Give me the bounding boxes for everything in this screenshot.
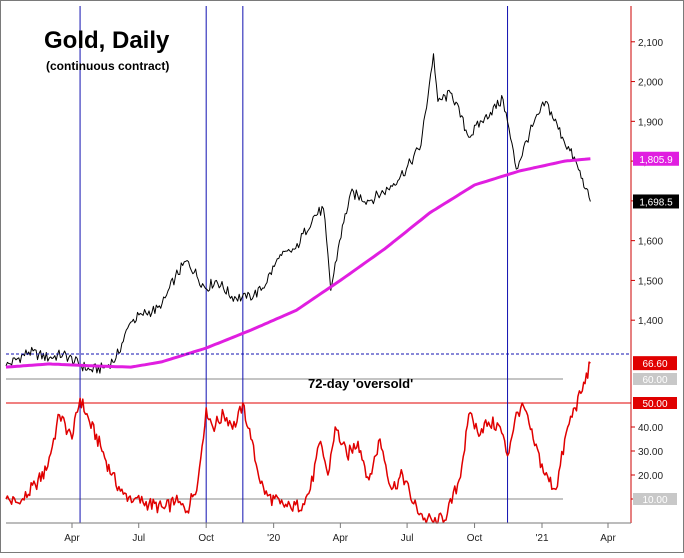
x-tick-label: '20 [267,533,280,544]
osc-ref-flag-label: 60.00 [642,375,667,386]
osc-ref-flag [633,373,677,385]
price-y-tick-label: 1,900 [638,117,663,128]
x-tick-label: Jul [401,533,414,544]
price-y-tick-label: 2,100 [638,38,663,49]
price-series-line [5,53,591,374]
price-value-flag-label: 1,805.9 [639,155,673,166]
chart-title: Gold, Daily [44,27,170,54]
price-y-tick-label: 2,000 [638,78,663,89]
osc-y-tick-label: 40.00 [638,423,663,434]
price-value-flag [633,151,679,166]
x-tick-label: Oct [198,533,214,544]
osc-value-flag [633,356,677,371]
x-tick-label: Apr [64,533,80,544]
x-tick-label: Jul [132,533,145,544]
osc-y-tick-label: 20.00 [638,471,663,482]
x-tick-label: Apr [600,533,616,544]
osc-value-flag-label: 66.60 [642,359,667,370]
moving-average-line [5,157,591,369]
oscillator-line [5,361,591,524]
price-value-flag-label: 1,698.5 [639,197,673,208]
threshold-flag-label: 50.00 [642,399,667,410]
price-y-tick-label: 1,400 [638,316,663,327]
price-value-flag [633,194,679,209]
osc-ref-flag [633,493,677,505]
osc-y-tick-label: 30.00 [638,447,663,458]
price-y-tick-label: 1,500 [638,276,663,287]
threshold-flag [633,397,677,409]
x-tick-label: Oct [467,533,483,544]
chart-subtitle: (continuous contract) [46,59,169,73]
price-y-tick-label: 1,600 [638,237,663,248]
oversold-annotation: 72-day 'oversold' [308,376,413,391]
x-tick-label: Apr [333,533,349,544]
osc-ref-flag-label: 10.00 [642,495,667,506]
x-tick-label: '21 [535,533,548,544]
